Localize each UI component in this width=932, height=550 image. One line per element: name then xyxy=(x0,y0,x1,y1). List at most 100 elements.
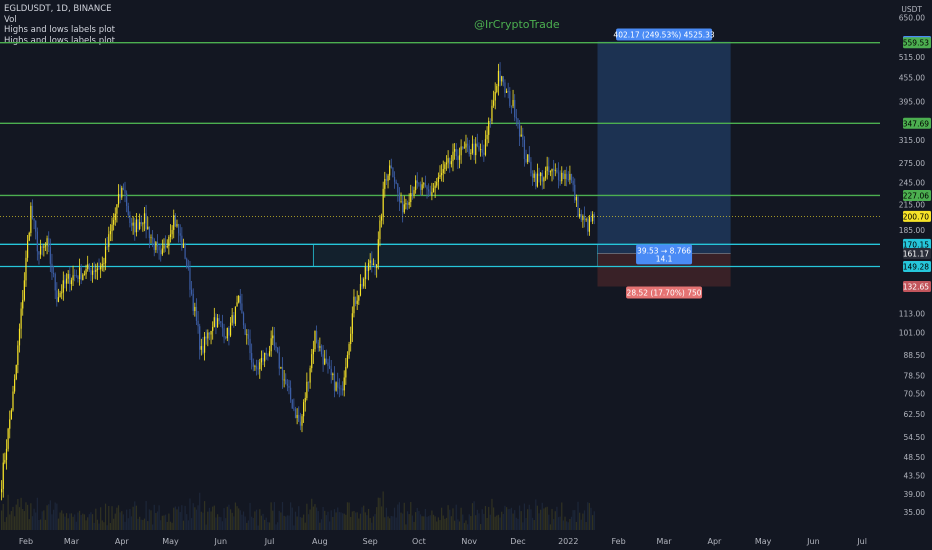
long-position-profit-zone[interactable] xyxy=(597,41,731,254)
candle-body xyxy=(585,219,587,221)
volume-bar xyxy=(554,511,556,530)
candle-body xyxy=(70,280,73,285)
volume-bar xyxy=(343,513,345,530)
candle-body xyxy=(140,222,142,225)
volume-bar xyxy=(85,520,87,530)
candle-body xyxy=(4,459,6,463)
candle-body xyxy=(30,205,32,233)
position-center-label-bg xyxy=(636,244,693,265)
candle-body xyxy=(382,188,384,217)
volume-bar xyxy=(281,502,284,530)
candle-body xyxy=(497,70,500,87)
candle-body xyxy=(325,358,327,363)
indicator-legend-1[interactable]: Highs and lows labels plot xyxy=(4,25,115,35)
volume-bar xyxy=(18,507,21,530)
candle-body xyxy=(522,134,524,140)
volume-bar xyxy=(510,507,513,530)
candle-body xyxy=(395,181,397,184)
candle-body xyxy=(98,268,100,270)
indicator-legend-2[interactable]: Highs and lows labels plot xyxy=(4,35,115,46)
candle-body xyxy=(56,290,58,302)
candle-body xyxy=(176,224,178,227)
candle-body xyxy=(340,388,342,390)
candle-body xyxy=(369,260,371,264)
volume-bar xyxy=(176,509,178,530)
volume-bar xyxy=(478,513,480,530)
time-tick-label: Jul xyxy=(856,537,867,546)
price-tick-label: 515.00 xyxy=(899,53,925,62)
candle-body xyxy=(492,100,495,106)
candle-body xyxy=(142,223,144,225)
price-tick-label: 101.00 xyxy=(899,329,925,338)
candle-body xyxy=(90,270,92,275)
candle-body xyxy=(470,152,472,154)
candle-body xyxy=(301,416,303,426)
volume-bar xyxy=(273,502,275,530)
volume-bar xyxy=(527,509,529,530)
candle-body xyxy=(327,362,329,366)
volume-bar xyxy=(492,507,495,530)
candle-body xyxy=(322,354,324,365)
volume-bar xyxy=(202,512,204,530)
volume-bar xyxy=(470,516,472,530)
volume-bar xyxy=(44,519,47,530)
candle-body xyxy=(130,222,133,226)
candle-body xyxy=(228,327,230,336)
candle-body xyxy=(78,267,81,280)
price-tick-label: 78.50 xyxy=(904,371,926,380)
volume-bar xyxy=(255,509,258,530)
candle-body xyxy=(359,284,362,296)
candle-body xyxy=(239,295,241,304)
candle-body xyxy=(442,169,444,174)
candle-body xyxy=(177,224,180,234)
price-axis-background[interactable] xyxy=(880,0,932,550)
volume-bar xyxy=(69,513,71,530)
candle-body xyxy=(121,187,123,198)
candle-body xyxy=(337,382,339,388)
candle-body xyxy=(592,214,594,222)
time-axis[interactable]: Feb Mar Apr May Jun Jul Aug Sep Oct Nov Dec 2022 Feb… xyxy=(19,537,867,546)
candle-body xyxy=(101,263,103,266)
volume-bar xyxy=(72,516,74,530)
candle-body xyxy=(108,234,110,247)
volume-bar xyxy=(168,513,170,530)
volume-bar xyxy=(7,494,9,530)
position-center-label-1: 39.53 → 8.766 xyxy=(637,246,691,255)
volume-bar xyxy=(505,507,508,530)
price-axis[interactable]: 650.00 515.00 455.00 395.00 315.00 275.00 245.… xyxy=(899,13,925,517)
candle-body xyxy=(134,222,136,233)
volume-bar xyxy=(353,510,355,530)
support-zone-box[interactable] xyxy=(312,243,598,267)
candle-body xyxy=(307,381,310,383)
candle-body xyxy=(437,176,439,182)
price-tick-label: 70.50 xyxy=(904,390,926,399)
volume-bar xyxy=(341,513,344,530)
volume-bar xyxy=(291,507,293,530)
time-axis-background[interactable] xyxy=(0,530,880,550)
candle-body xyxy=(229,322,232,336)
candle-body xyxy=(530,161,532,174)
candle-body xyxy=(523,139,526,160)
volume-bar xyxy=(419,514,422,530)
volume-bar xyxy=(337,507,339,530)
volume-legend[interactable]: Vol xyxy=(4,14,17,25)
volume-bar xyxy=(17,499,19,530)
candle-body xyxy=(541,172,543,182)
symbol-title[interactable]: EGLDUSDT, 1D, BINANCE xyxy=(4,4,112,14)
volume-bar xyxy=(296,516,298,530)
candle-body xyxy=(93,270,95,272)
candle-body xyxy=(345,366,347,378)
candle-body xyxy=(507,90,509,92)
volume-bar xyxy=(215,517,217,530)
candle-body xyxy=(496,86,498,93)
candle-body xyxy=(540,172,542,177)
volume-bar xyxy=(103,522,105,530)
position-labels[interactable]: 402.17 (249.53%) 4525.33 28.52 (17.70%) 7… xyxy=(613,28,715,299)
candle-body xyxy=(252,362,254,367)
price-tag: 161.17 xyxy=(903,250,929,259)
horizontal-levels[interactable] xyxy=(0,42,880,268)
candle-body xyxy=(59,292,61,298)
candle-body xyxy=(320,346,323,355)
volume-bar xyxy=(530,509,532,530)
